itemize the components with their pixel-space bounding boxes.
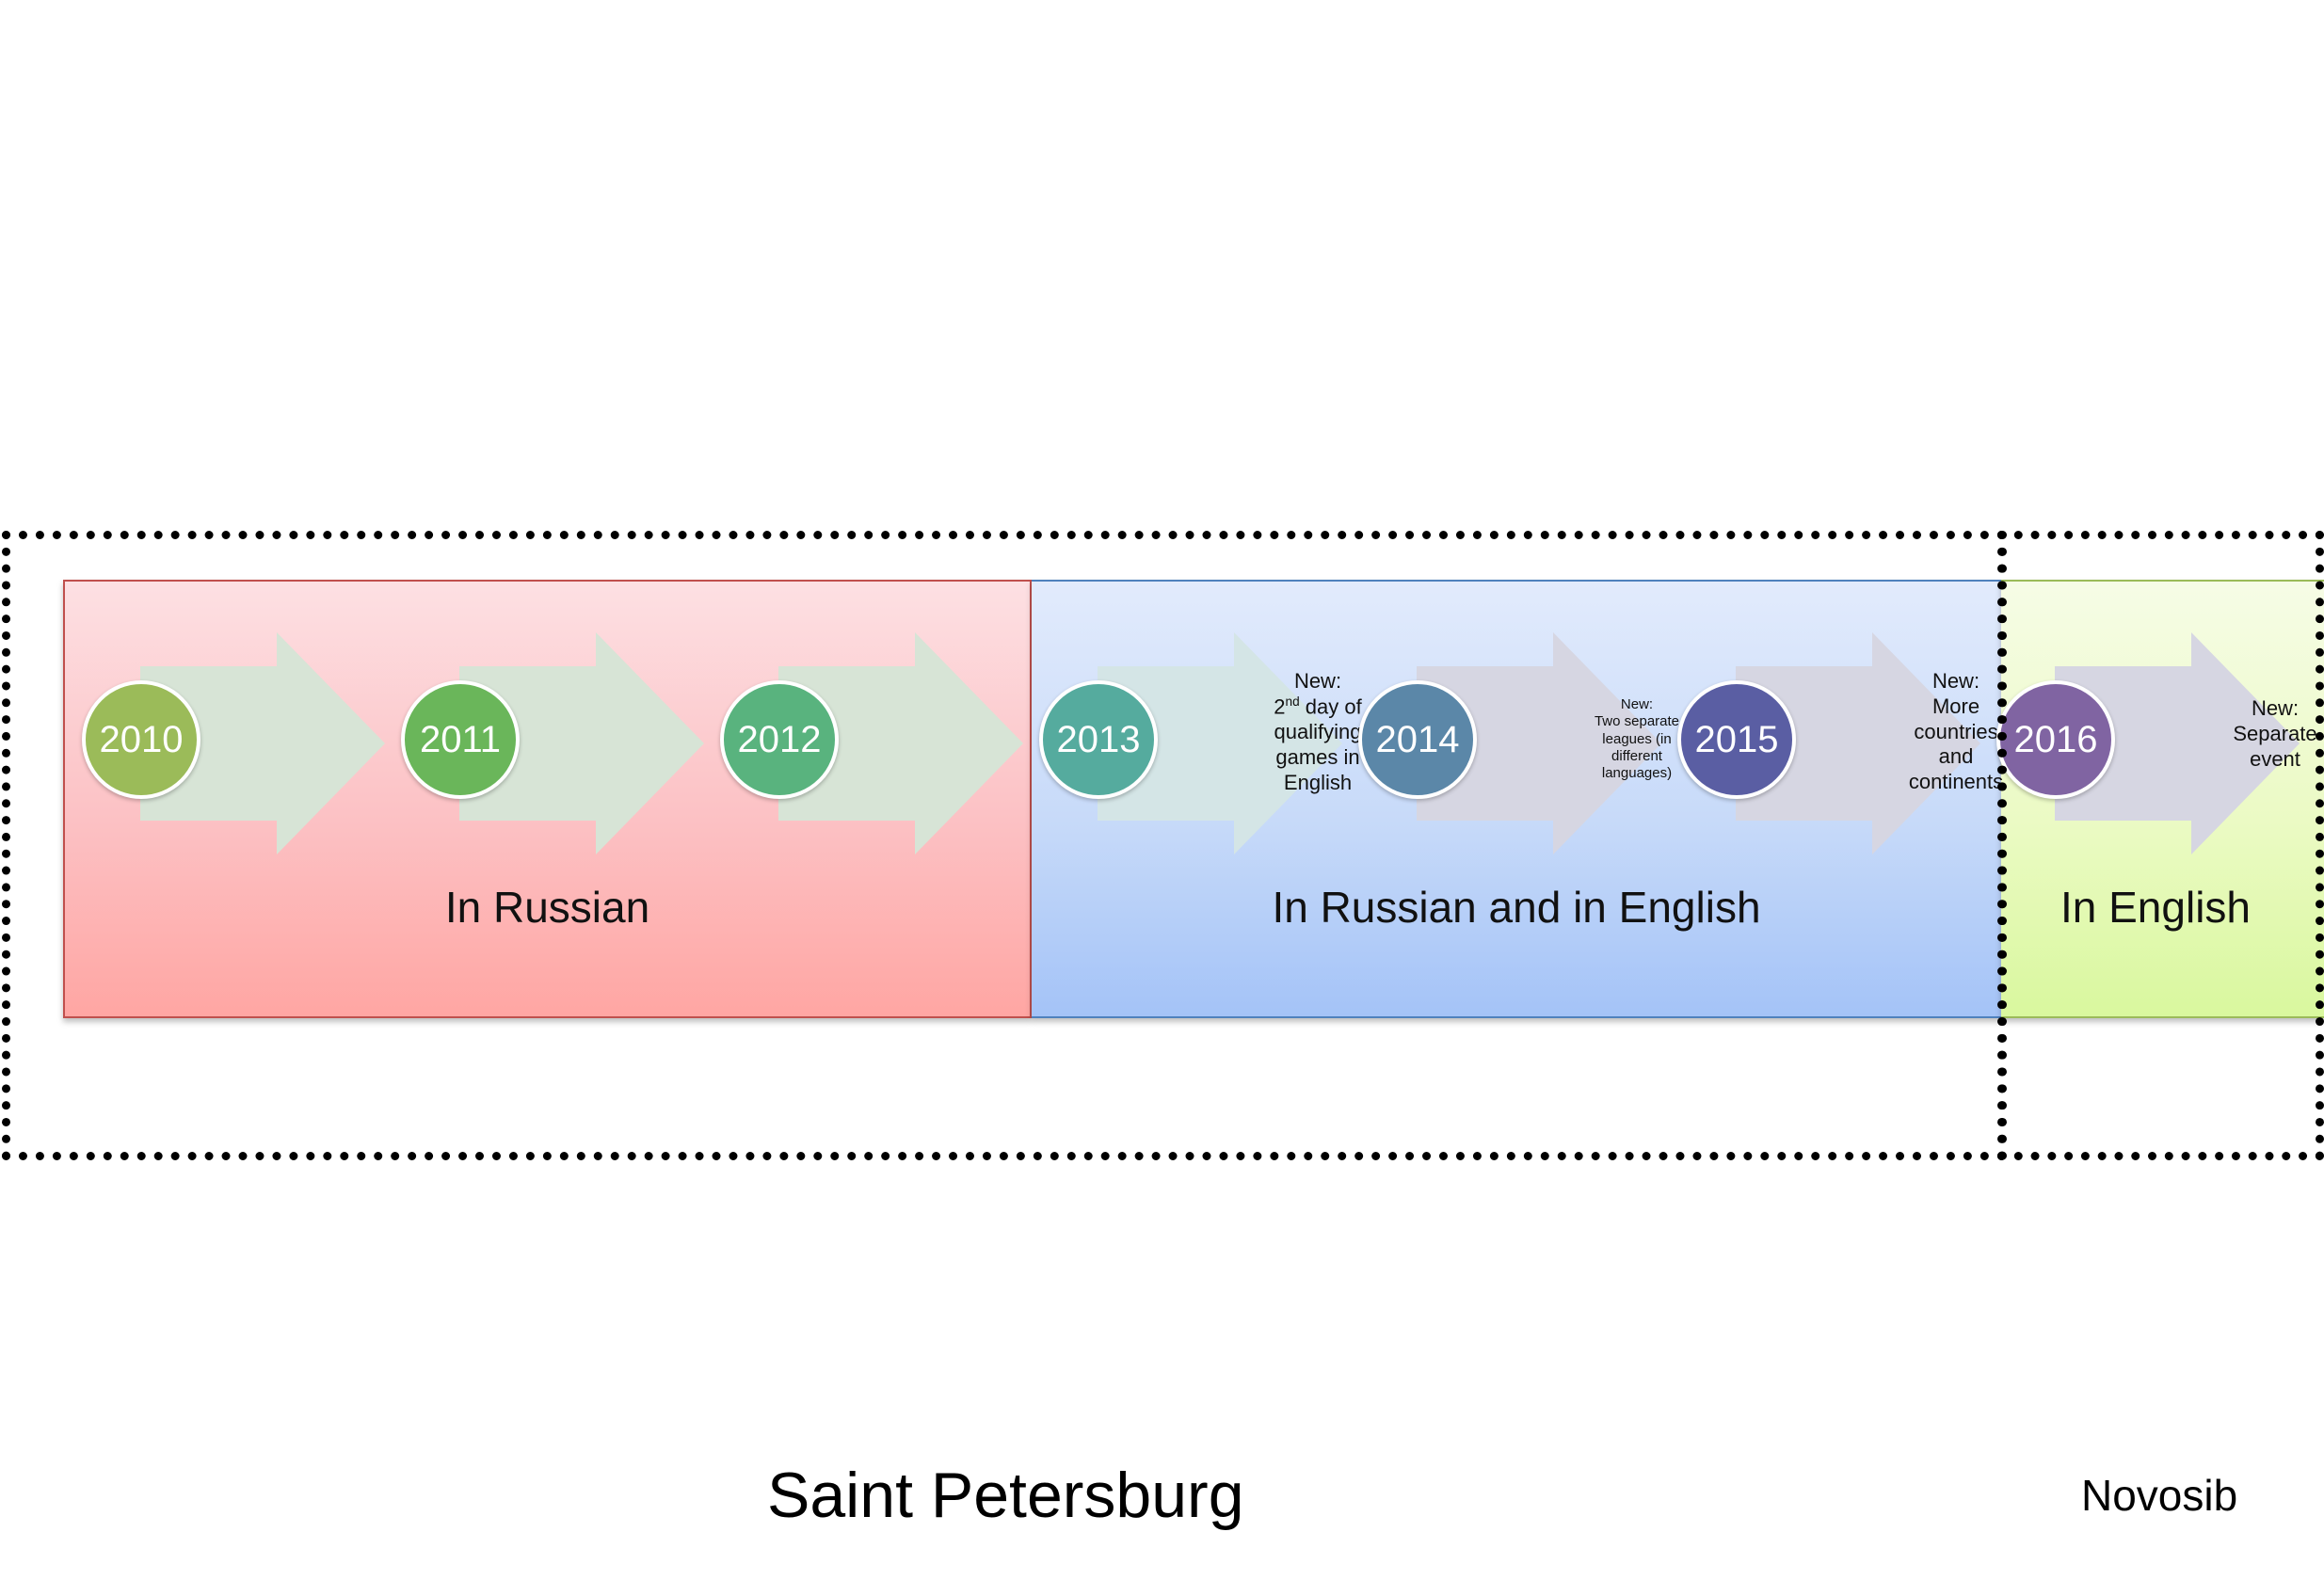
band-caption: In Russian and in English [1272, 883, 1761, 932]
arrow-shape [459, 632, 704, 854]
note-line: Separate [2233, 721, 2317, 745]
year-2010: 2010 [82, 680, 200, 799]
timeline-arrow [1098, 632, 1342, 854]
arrow-shape [1098, 632, 1342, 854]
note-line: New: [1293, 669, 1342, 693]
note-line: continents [1908, 770, 2004, 794]
note-line: different [1611, 747, 1662, 764]
note-line: leagues (in [1602, 730, 1672, 747]
band-caption: In Russian [444, 883, 650, 932]
timeline-arrow [2055, 632, 2300, 854]
region-novosibirsk [1997, 531, 2324, 1160]
year-2011: 2011 [401, 680, 520, 799]
note-2016: New: Separate event [2200, 696, 2324, 772]
note-line: qualifying [1274, 719, 1362, 743]
year-2013: 2013 [1039, 680, 1158, 799]
note-line: languages) [1601, 765, 1673, 782]
note-line: English [1283, 770, 1353, 794]
year-2012: 2012 [720, 680, 839, 799]
arrow-shape [140, 632, 385, 854]
note-line: New: [1931, 669, 1980, 693]
note-2015: New: More countries and continents [1881, 669, 2031, 795]
note-line: and [1938, 744, 1974, 769]
timeline-arrow [1736, 632, 1980, 854]
timeline-arrow [140, 632, 385, 854]
arrow-shape [2055, 632, 2300, 854]
arrow-shape [1417, 632, 1661, 854]
note-line: countries [1914, 719, 1998, 743]
timeline-arrow [1417, 632, 1661, 854]
note-line: Two separate [1594, 713, 1680, 730]
region-saint-petersburg [2, 531, 2007, 1160]
note-2014: New: Two separate leagues (in different lang… [1562, 696, 1712, 782]
arrow-shape [1736, 632, 1980, 854]
note-line: event [2250, 746, 2300, 771]
band-caption: In English [2060, 883, 2251, 932]
city-label-saint-petersburg: Saint Petersburg [767, 1460, 1244, 1531]
note-line: New: [1620, 696, 1654, 712]
city-label-novosibirsk: Novosib [2081, 1471, 2238, 1520]
year-2016: 2016 [1996, 680, 2115, 799]
note-line: games in [1275, 744, 1360, 769]
note-line: More [1931, 694, 1980, 718]
timeline-arrow [459, 632, 704, 854]
year-2014: 2014 [1358, 680, 1477, 799]
arrow-shape [778, 632, 1023, 854]
note-line: New: [2251, 696, 2300, 720]
year-2015: 2015 [1677, 680, 1796, 799]
note-line: 2nd day of [1274, 694, 1362, 719]
note-2013: New: 2nd day of qualifying games in English [1242, 669, 1393, 795]
timeline-arrow [778, 632, 1023, 854]
